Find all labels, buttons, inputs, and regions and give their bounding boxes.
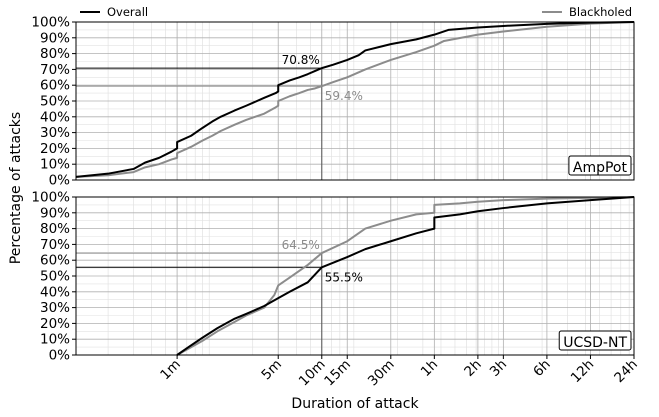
legend-label-overall: Overall: [107, 5, 148, 19]
y-tick-label: 40%: [40, 109, 70, 125]
legend-label-blackholed: Blackholed: [569, 5, 632, 19]
y-tick-label: 100%: [31, 15, 70, 31]
y-tick-label: 30%: [40, 300, 70, 316]
plot-frame: [75, 21, 635, 181]
value-annotation: 59.4%: [325, 89, 363, 103]
x-tick-label: 30m: [365, 357, 398, 390]
y-axis-label: Percentage of attacks: [8, 112, 24, 264]
value-annotation: 70.8%: [282, 53, 320, 67]
panel-label-box: [568, 155, 632, 176]
y-tick-label: 50%: [40, 94, 70, 110]
panel-label-box: [558, 330, 632, 351]
x-axis-label: Duration of attack: [291, 396, 419, 412]
x-tick-label: 6h: [530, 357, 553, 380]
y-tick-label: 20%: [40, 316, 70, 332]
value-annotation: 55.5%: [325, 270, 363, 284]
panel-label: AmpPot: [573, 160, 628, 176]
y-tick-label: 50%: [40, 269, 70, 285]
y-tick-label: 70%: [40, 62, 70, 78]
x-tick-label: 1h: [418, 357, 441, 380]
series-line-overall: [75, 21, 635, 178]
y-tick-label: 10%: [40, 332, 70, 348]
y-tick-label: 90%: [40, 205, 70, 221]
value-annotation: 64.5%: [282, 238, 320, 252]
x-tick-label: 24h: [611, 357, 641, 387]
panel-label: UCSD-NT: [563, 335, 627, 351]
x-tick-label: 1m: [157, 357, 184, 384]
y-tick-label: 30%: [40, 125, 70, 141]
x-tick-label: 5m: [258, 357, 285, 384]
x-tick-label: 12h: [568, 357, 598, 387]
y-tick-label: 90%: [40, 30, 70, 46]
x-tick-label: 15m: [321, 357, 354, 390]
y-tick-label: 10%: [40, 157, 70, 173]
y-tick-label: 20%: [40, 141, 70, 157]
y-tick-label: 80%: [40, 221, 70, 237]
y-tick-label: 70%: [40, 237, 70, 253]
y-tick-label: 40%: [40, 284, 70, 300]
series-line-blackholed: [176, 196, 635, 356]
x-tick-label: 2h: [461, 357, 484, 380]
y-tick-label: 100%: [31, 190, 70, 206]
plot-frame: [75, 196, 635, 356]
y-tick-label: 60%: [40, 253, 70, 269]
y-tick-label: 60%: [40, 78, 70, 94]
y-tick-label: 0%: [49, 173, 71, 189]
series-line-blackholed: [75, 21, 635, 178]
x-tick-label: 3h: [487, 357, 510, 380]
series-line-overall: [176, 196, 635, 356]
y-tick-label: 80%: [40, 46, 70, 62]
x-tick-label: 10m: [296, 357, 329, 390]
y-tick-label: 0%: [49, 348, 71, 364]
